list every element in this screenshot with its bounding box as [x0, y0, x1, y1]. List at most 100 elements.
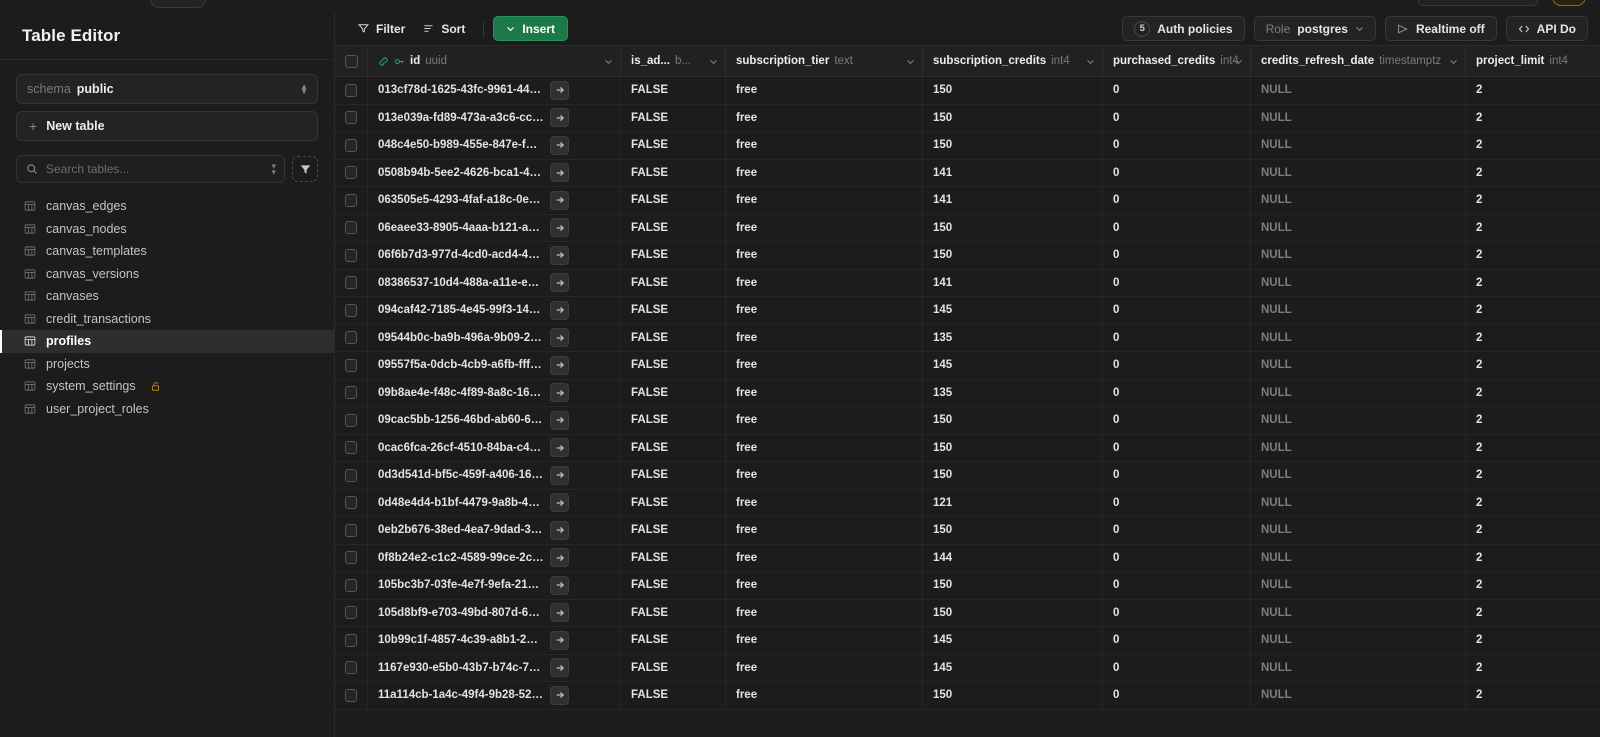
cell-subscription-tier[interactable]: free	[726, 462, 923, 489]
cell-subscription-tier[interactable]: free	[726, 104, 923, 131]
cell-subscription-tier[interactable]: free	[726, 489, 923, 516]
cell-subscription-credits[interactable]: 141	[923, 187, 1103, 214]
filter-button[interactable]: Filter	[349, 17, 414, 41]
chevron-double-down-icon[interactable]: ▾ ▾	[271, 161, 276, 177]
cell-subscription-credits[interactable]: 145	[923, 654, 1103, 681]
cell-subscription-tier[interactable]: free	[726, 159, 923, 186]
cell-subscription-credits[interactable]: 150	[923, 517, 1103, 544]
cell-project-limit[interactable]: 2	[1466, 655, 1600, 682]
cell-credits-refresh-date[interactable]: NULL	[1251, 517, 1466, 544]
cell-purchased-credits[interactable]: 0	[1103, 462, 1251, 489]
cell-purchased-credits[interactable]: 0	[1103, 297, 1251, 324]
cell-purchased-credits[interactable]: 0	[1103, 324, 1251, 351]
cell-id[interactable]: 094caf42-7185-4e45-99f3-14abee...	[368, 297, 621, 324]
row-checkbox[interactable]	[345, 661, 357, 675]
row-select-cell[interactable]	[335, 572, 368, 599]
cell-is-admin[interactable]: 0CFALSE	[621, 297, 726, 324]
cell-project-limit[interactable]: 2	[1466, 572, 1600, 599]
cell-credits-refresh-date[interactable]: NULL	[1251, 544, 1466, 571]
cell-is-admin[interactable]: 0CFALSE	[621, 682, 726, 709]
insert-button[interactable]: Insert	[493, 16, 569, 41]
cell-purchased-credits[interactable]: 0	[1103, 77, 1251, 104]
row-select-cell[interactable]	[335, 379, 368, 406]
cell-is-admin[interactable]: -0FALSE	[621, 159, 726, 186]
cell-subscription-tier[interactable]: free	[726, 434, 923, 461]
sidebar-item-profiles[interactable]: profiles	[0, 330, 334, 353]
cell-subscription-tier[interactable]: free	[726, 572, 923, 599]
cell-project-limit[interactable]: 2	[1466, 215, 1600, 242]
table-row[interactable]: 094caf42-7185-4e45-99f3-14abee... 0CFALSE…	[335, 297, 1600, 325]
cell-is-admin[interactable]: 0CFALSE	[621, 462, 726, 489]
cell-subscription-tier[interactable]: free	[726, 654, 923, 681]
cell-credits-refresh-date[interactable]: NULL	[1251, 242, 1466, 269]
expand-row-button[interactable]	[550, 273, 569, 293]
sort-button[interactable]: Sort	[414, 17, 474, 41]
row-checkbox[interactable]	[345, 358, 357, 372]
cell-project-limit[interactable]: 2	[1466, 160, 1600, 187]
column-header-credits-refresh-date[interactable]: credits_refresh_date timestamptz	[1251, 46, 1466, 76]
expand-row-button[interactable]	[550, 685, 569, 705]
cell-is-admin[interactable]: 0CFALSE	[621, 242, 726, 269]
cell-subscription-credits[interactable]: 145	[923, 297, 1103, 324]
api-docs-button[interactable]: API Do	[1505, 16, 1588, 41]
cell-subscription-credits[interactable]: 150	[923, 214, 1103, 241]
cell-purchased-credits[interactable]: 0	[1103, 132, 1251, 159]
cell-is-admin[interactable]: 0CFALSE	[621, 104, 726, 131]
row-select-cell[interactable]	[335, 77, 368, 104]
expand-row-button[interactable]	[550, 355, 569, 375]
row-select-cell[interactable]	[335, 214, 368, 241]
table-row[interactable]: 0d3d541d-bf5c-459f-a406-16b93... 0CFALSE f…	[335, 462, 1600, 490]
expand-row-button[interactable]	[550, 135, 569, 155]
cell-subscription-tier[interactable]: free	[726, 214, 923, 241]
cell-subscription-credits[interactable]: 145	[923, 352, 1103, 379]
cell-id[interactable]: 1167e930-e5b0-43b7-b74c-788c9...	[368, 654, 621, 681]
row-select-cell[interactable]	[335, 104, 368, 131]
cell-credits-refresh-date[interactable]: NULL	[1251, 654, 1466, 681]
cell-subscription-credits[interactable]: 150	[923, 77, 1103, 104]
cell-id[interactable]: 06f6b7d3-977d-4cd0-acd4-4a78...	[368, 242, 621, 269]
cell-credits-refresh-date[interactable]: NULL	[1251, 462, 1466, 489]
cell-id[interactable]: 063505e5-4293-4faf-a18c-0e65b...	[368, 187, 621, 214]
table-row[interactable]: 013cf78d-1625-43fc-9961-442189...0FALSEf…	[335, 77, 1600, 105]
cell-subscription-credits[interactable]: 135	[923, 324, 1103, 351]
expand-row-button[interactable]	[550, 328, 569, 348]
cell-id[interactable]: 0d48e4d4-b1bf-4479-9a8b-4a4b...	[368, 489, 621, 516]
cell-credits-refresh-date[interactable]: NULL	[1251, 599, 1466, 626]
cell-id[interactable]: 09544b0c-ba9b-496a-9b09-244...	[368, 324, 621, 351]
cell-is-admin[interactable]: -0FALSE	[621, 434, 726, 461]
cell-project-limit[interactable]: 2	[1466, 682, 1600, 709]
cell-project-limit[interactable]: 2	[1466, 77, 1600, 104]
realtime-toggle-button[interactable]: Realtime off	[1384, 16, 1497, 41]
column-header-purchased-credits[interactable]: purchased_credits int4	[1103, 46, 1251, 76]
cell-is-admin[interactable]: 0FALSE	[621, 77, 726, 104]
cell-subscription-credits[interactable]: 135	[923, 379, 1103, 406]
cell-subscription-tier[interactable]: free	[726, 297, 923, 324]
expand-row-button[interactable]	[550, 548, 569, 568]
cell-id[interactable]: 0f8b24e2-c1c2-4589-99ce-2c52d...	[368, 544, 621, 571]
expand-row-button[interactable]	[550, 300, 569, 320]
column-header-is-ad---[interactable]: is_ad... b...	[621, 46, 726, 76]
cell-credits-refresh-date[interactable]: NULL	[1251, 324, 1466, 351]
cell-project-limit[interactable]: 2	[1466, 600, 1600, 627]
cell-is-admin[interactable]: 0FALSE	[621, 269, 726, 296]
row-select-cell[interactable]	[335, 489, 368, 516]
table-row[interactable]: 0d48e4d4-b1bf-4479-9a8b-4a4b... 0CFALSE fr…	[335, 489, 1600, 517]
cell-project-limit[interactable]: 2	[1466, 462, 1600, 489]
cell-credits-refresh-date[interactable]: NULL	[1251, 187, 1466, 214]
cell-subscription-credits[interactable]: 145	[923, 627, 1103, 654]
cell-is-admin[interactable]: 0(FALSE	[621, 544, 726, 571]
table-row[interactable]: 0cac6fca-26cf-4510-84ba-c4580... -0FALSE f…	[335, 434, 1600, 462]
column-header-subscription-credits[interactable]: subscription_credits int4	[923, 46, 1103, 76]
table-row[interactable]: 09b8ae4e-f48c-4f89-8a8c-1629b... 0CFALSE f…	[335, 379, 1600, 407]
cell-purchased-credits[interactable]: 0	[1103, 682, 1251, 709]
row-checkbox[interactable]	[345, 468, 357, 482]
row-select-cell[interactable]	[335, 434, 368, 461]
cell-credits-refresh-date[interactable]: NULL	[1251, 297, 1466, 324]
cell-project-limit[interactable]: 2	[1466, 297, 1600, 324]
cell-purchased-credits[interactable]: 0	[1103, 572, 1251, 599]
cell-subscription-credits[interactable]: 150	[923, 572, 1103, 599]
table-row[interactable]: 11a114cb-1a4c-49f4-9b28-52219ec... 0CFALS…	[335, 682, 1600, 710]
chevron-down-icon[interactable]	[1234, 57, 1243, 66]
row-checkbox[interactable]	[345, 386, 357, 400]
sidebar-item-canvas-nodes[interactable]: canvas_nodes	[0, 218, 334, 241]
